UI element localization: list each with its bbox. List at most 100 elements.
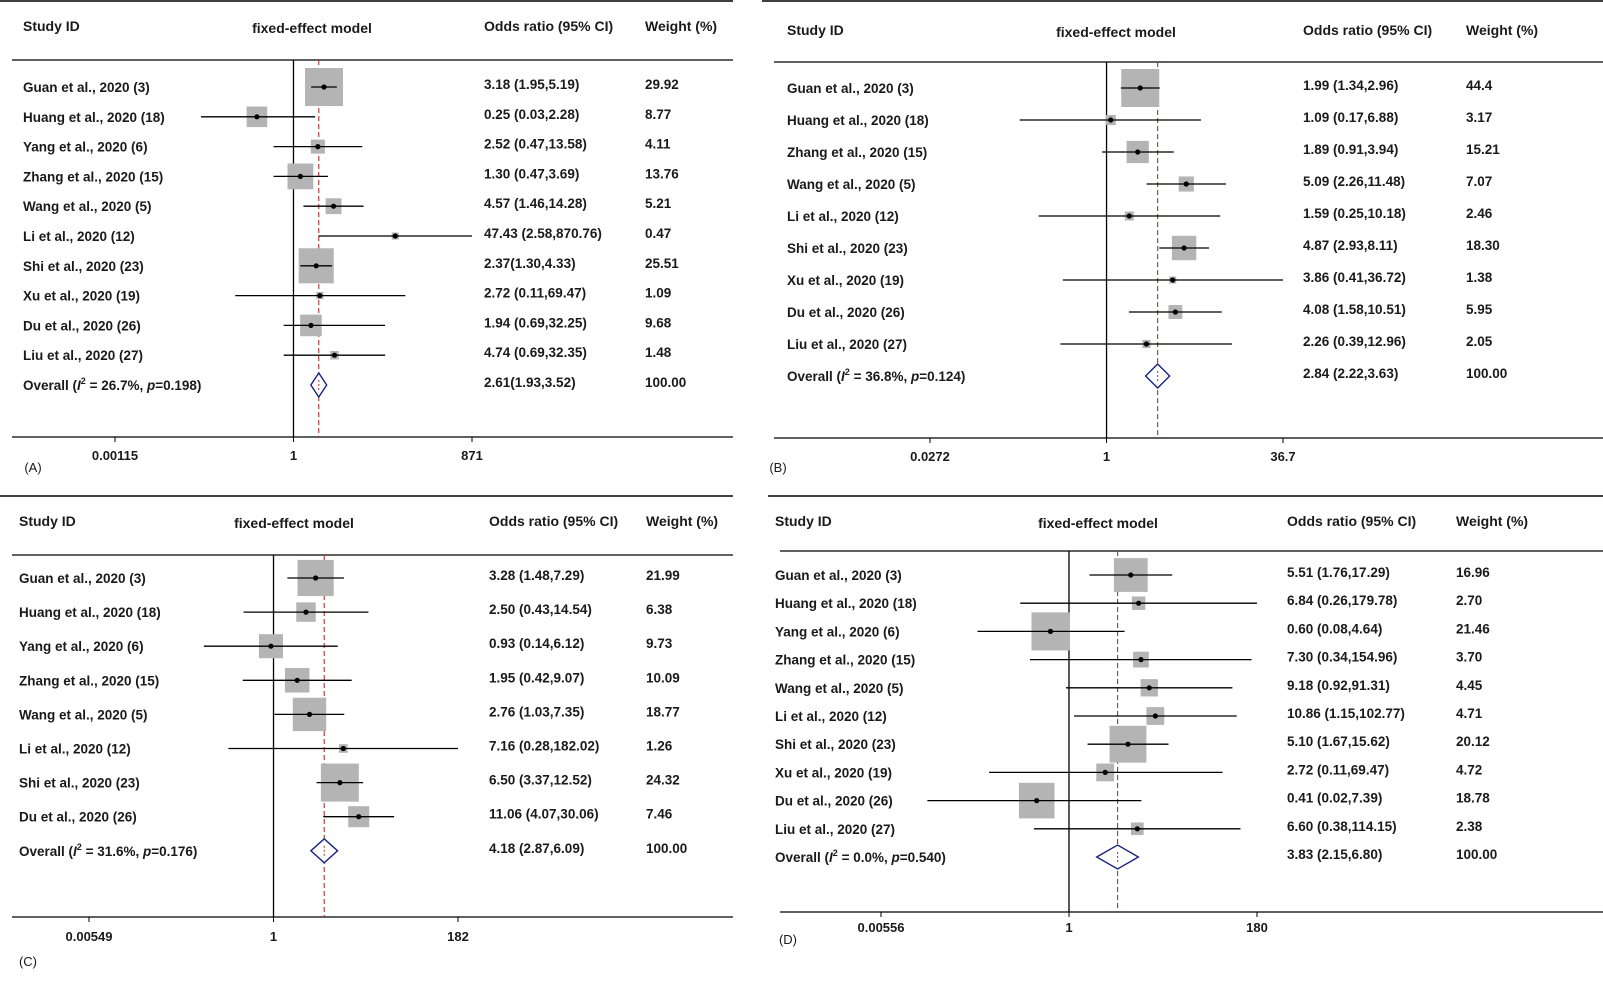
study-row: Shi et al., 2020 (23) 2.37(1.30,4.33) 25.5… (23, 248, 679, 284)
weight-text: 3.70 (1456, 650, 1482, 665)
weight-text: 7.46 (646, 807, 673, 822)
weight-text: 10.09 (646, 670, 680, 685)
overall-row: Overall (I2 = 36.8%, p=0.124) 2.84 (2.22,… (787, 363, 1507, 389)
study-row: Wang et al., 2020 (5) 9.18 (0.92,91.31) 4.… (775, 678, 1483, 697)
point-estimate (356, 814, 362, 820)
study-row: Yang et al., 2020 (6) 0.60 (0.08,4.64) 21.… (775, 612, 1490, 651)
overall-label-part: =0.198) (155, 378, 201, 393)
overall-label-part: 2 (77, 842, 82, 852)
x-tick-label: 0.0272 (910, 449, 950, 464)
point-estimate (313, 575, 319, 581)
study-label: Shi et al., 2020 (23) (19, 776, 140, 791)
weight-text: 16.96 (1456, 565, 1490, 580)
header-odds-ratio: Odds ratio (95% CI) (1287, 513, 1416, 529)
header-odds-ratio: Odds ratio (95% CI) (489, 513, 618, 529)
study-row: Zhang et al., 2020 (15) 1.30 (0.47,3.69) 1… (23, 163, 679, 190)
point-estimate (297, 173, 303, 179)
odds-ratio-text: 2.26 (0.39,12.96) (1303, 334, 1406, 349)
study-label: Liu et al., 2020 (27) (775, 822, 895, 837)
odds-ratio-text: 7.30 (0.34,154.96) (1287, 650, 1397, 665)
study-row: Liu et al., 2020 (27) 2.26 (0.39,12.96) 2.… (787, 334, 1493, 352)
x-tick-label: 36.7 (1270, 449, 1295, 464)
study-label: Xu et al., 2020 (19) (787, 273, 904, 288)
overall-label: Overall (I2 = 36.8%, p=0.124) (787, 367, 965, 384)
odds-ratio-text: 2.37(1.30,4.33) (484, 256, 576, 271)
study-row: Li et al., 2020 (12) 1.59 (0.25,10.18) 2.4… (787, 206, 1493, 224)
odds-ratio-text: 11.06 (4.07,30.06) (489, 807, 599, 822)
weight-text: 1.48 (645, 345, 672, 360)
point-estimate (1143, 341, 1150, 347)
overall-label-part: =0.124) (919, 369, 965, 384)
study-row: Shi et al., 2020 (23) 4.87 (2.93,8.11) 18.… (787, 235, 1500, 261)
weight-text: 4.71 (1456, 706, 1483, 721)
weight-text: 2.05 (1466, 334, 1493, 349)
point-estimate (306, 711, 313, 718)
point-estimate (294, 677, 300, 683)
study-row: Zhang et al., 2020 (15) 1.89 (0.91,3.94) 1… (787, 140, 1500, 164)
odds-ratio-text: 2.50 (0.43,14.54) (489, 602, 592, 617)
odds-ratio-text: 1.59 (0.25,10.18) (1303, 206, 1406, 221)
point-estimate (308, 322, 314, 328)
weight-text: 2.46 (1466, 206, 1493, 221)
study-label: Du et al., 2020 (26) (19, 810, 137, 825)
x-tick-label: 1 (1065, 920, 1072, 935)
study-label: Guan et al., 2020 (3) (23, 80, 150, 95)
overall-row: Overall (I2 = 26.7%, p=0.198) 2.61(1.93,3… (23, 371, 686, 399)
odds-ratio-text: 6.50 (3.37,12.52) (489, 773, 592, 788)
forest-panel-a: Study ID fixed-effect model Odds ratio (95… (0, 0, 733, 475)
overall-label: Overall (I2 = 31.6%, p=0.176) (19, 842, 197, 859)
study-label: Shi et al., 2020 (23) (787, 241, 908, 256)
study-row: Liu et al., 2020 (27) 6.60 (0.38,114.15) 2… (775, 819, 1483, 837)
overall-label-part: 2 (833, 848, 838, 858)
x-tick-label: 0.00556 (858, 920, 905, 935)
study-row: Du et al., 2020 (26) 1.94 (0.69,32.25) 9.6… (23, 314, 672, 337)
study-label: Guan et al., 2020 (3) (19, 571, 146, 586)
panel-label: (B) (769, 460, 786, 475)
weight-text: 21.99 (646, 568, 680, 583)
x-tick-label: 1 (1103, 449, 1110, 464)
odds-ratio-text: 7.16 (0.28,182.02) (489, 739, 599, 754)
point-estimate (1138, 657, 1144, 663)
odds-ratio-text: 1.95 (0.42,9.07) (489, 670, 584, 685)
point-estimate (315, 144, 321, 150)
weight-text: 18.77 (646, 704, 680, 719)
study-label: Guan et al., 2020 (3) (787, 81, 914, 96)
forest-panel-b: Study ID fixed-effect model Odds ratio (95… (762, 0, 1603, 475)
header-model: fixed-effect model (1038, 515, 1158, 531)
x-tick-label: 182 (447, 929, 469, 944)
odds-ratio-text: 2.72 (0.11,69.47) (484, 286, 586, 301)
study-row: Zhang et al., 2020 (15) 1.95 (0.42,9.07) 1… (19, 668, 680, 693)
study-label: Wang et al., 2020 (5) (787, 177, 916, 192)
study-label: Yang et al., 2020 (6) (23, 140, 148, 155)
study-label: Li et al., 2020 (12) (23, 229, 135, 244)
odds-ratio-text: 3.86 (0.41,36.72) (1303, 270, 1406, 285)
study-row: Li et al., 2020 (12) 47.43 (2.58,870.76) 0… (23, 226, 671, 244)
study-row: Yang et al., 2020 (6) 0.93 (0.14,6.12) 9.7… (19, 634, 673, 659)
weight-text: 7.07 (1466, 174, 1492, 189)
weight-text: 1.38 (1466, 270, 1493, 285)
panel-label: (A) (24, 460, 41, 475)
odds-ratio-text: 1.09 (0.17,6.88) (1303, 110, 1398, 125)
study-label: Shi et al., 2020 (23) (775, 737, 896, 752)
study-row: Xu et al., 2020 (19) 3.86 (0.41,36.72) 1.3… (787, 270, 1493, 288)
study-row: Shi et al., 2020 (23) 5.10 (1.67,15.62) 20… (775, 725, 1490, 763)
weight-text: 2.70 (1456, 593, 1482, 608)
overall-label-part: = 0.0%, (838, 850, 892, 865)
header-study-id: Study ID (787, 22, 844, 38)
study-row: Wang et al., 2020 (5) 2.76 (1.03,7.35) 18.… (19, 697, 680, 732)
odds-ratio-text: 4.08 (1.58,10.51) (1303, 302, 1406, 317)
header-study-id: Study ID (19, 513, 76, 529)
point-estimate (254, 114, 260, 120)
study-label: Du et al., 2020 (26) (787, 305, 905, 320)
header-weight: Weight (%) (646, 513, 718, 529)
overall-label-part: Overall ( (19, 844, 74, 859)
overall-label-part: I (73, 844, 77, 859)
study-label: Huang et al., 2020 (18) (19, 605, 161, 620)
study-row: Du et al., 2020 (26) 4.08 (1.58,10.51) 5.9… (787, 302, 1493, 320)
weight-text: 18.78 (1456, 791, 1490, 806)
odds-ratio-text: 4.74 (0.69,32.35) (484, 345, 587, 360)
header-weight: Weight (%) (645, 18, 717, 34)
study-row: Li et al., 2020 (12) 10.86 (1.15,102.77) 4… (775, 706, 1483, 725)
study-label: Zhang et al., 2020 (15) (23, 169, 163, 184)
